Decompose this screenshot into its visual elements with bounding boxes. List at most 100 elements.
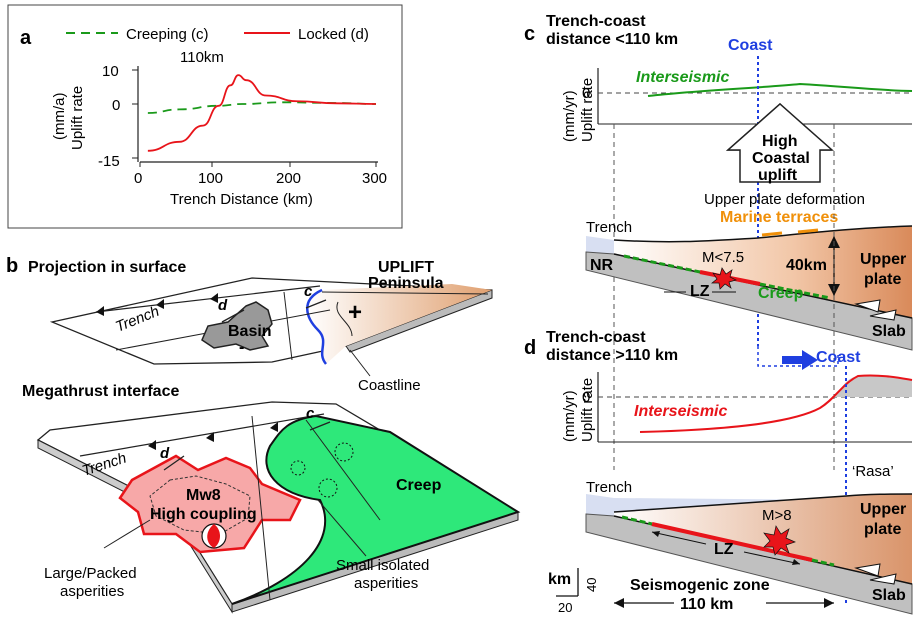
d-y-label-units: (mm/yr) [561,390,578,442]
d-positive-fill [834,375,912,397]
d-m8-label: M>8 [762,507,792,524]
coast-shift-connector [757,346,839,370]
c-creep-segment [759,282,831,300]
panel-d-letter: d [524,337,536,359]
coastline-curve [306,288,328,365]
a-y-label-units: (mm/a) [51,93,68,141]
a-y-tick-0: 0 [112,97,120,114]
c-arrow-uplift: uplift [758,167,798,184]
c-y-label: Uplift rate [579,78,596,142]
a-y-tick-neg15: -15 [98,153,120,170]
d-slab-label: Slab [872,587,906,604]
panel-b-letter: b [6,255,18,277]
c-upper-plate-label-1: Upper [860,251,906,268]
uplift-label: UPLIFT [378,259,434,276]
seismogenic-label: Seismogenic zone [630,577,770,594]
locked-series-line [147,74,377,152]
panel-d: d Trench-coast distance >110 km Coast (m… [524,329,913,615]
basin-minus: - [239,339,244,356]
c-40km-label: 40km [786,257,827,274]
small-asperity [318,478,338,498]
c-upd-label: Upper plate deformation [704,191,865,208]
basin-label: Basin [228,323,272,340]
c-marine-label: Marine terraces [720,209,838,226]
c-lz-label: LZ [690,283,710,300]
creep-label: Creep [396,477,442,494]
megathrust-title: Megathrust interface [22,383,179,400]
c-upper-plate [614,226,912,318]
c-arrow-coastal: Coastal [752,150,810,167]
uplift-plus: + [348,299,362,326]
projection-trench-line [95,285,321,313]
megathrust-d-label: d [160,445,170,462]
c-interseismic-curve [647,82,913,97]
c-zero: 0 [582,85,590,102]
d-slab [585,513,913,615]
scale-40-label: 40 [584,578,599,592]
d-zero: 0 [582,389,590,406]
a-x-label: Trench Distance (km) [170,191,313,208]
d-title-2: distance >110 km [546,347,678,364]
large-asperities-label-2: asperities [60,583,124,600]
legend-locked-label: Locked (d) [298,26,369,43]
projection-d-label: d [218,297,228,314]
small-asperity [334,442,354,462]
d-title-1: Trench-coast [546,329,646,346]
legend-creep-label: Creeping (c) [126,26,209,43]
peak-label: 110km [180,49,224,66]
d-locked-zone [651,522,813,562]
panel-b: b Projection in surface Basin - + UPLIFT… [6,255,521,614]
d-coast-label: Coast [816,349,861,366]
a-series-group [147,74,377,152]
c-earthquake-icon [711,267,737,290]
high-coupling-label: High coupling [150,506,257,523]
megathrust-trench-line [79,413,325,457]
projection-slab: Basin - + UPLIFT Peninsula Trench d c Co… [49,259,493,394]
c-interseismic-label: Interseismic [636,69,729,86]
mw8-label: Mw8 [186,487,221,504]
c-coast-label: Coast [728,37,773,54]
a-x-tick-300: 300 [362,170,387,187]
panel-c: c Trench-coast distance <110 km Coast (m… [524,13,913,470]
d-earthquake-icon [763,525,796,556]
megathrust-c-label: c [306,405,315,422]
d-lz-label: LZ [714,541,734,558]
c-nr-label: NR [590,257,614,274]
creeping-series-line [147,101,377,114]
coast-shift-arrow [782,350,818,370]
small-asperities-label-2: asperities [354,575,418,592]
d-upper-plate [614,494,912,584]
d-trench-label: Trench [586,479,632,496]
d-upper-plate-label-2: plate [864,521,901,538]
d-upper-plate-label-1: Upper [860,501,906,518]
a-x-tick-100: 100 [198,170,223,187]
d-rasa-label: ‘Rasa’ [852,463,894,480]
a-y-tick-10: 10 [102,63,119,80]
creep-zone [231,414,521,605]
d-interseismic-curve [639,374,913,433]
scale-km-label: km [548,571,571,588]
c-m75-label: M<7.5 [702,249,744,266]
megathrust-block: Creep Mw8 High coupling Trench d c Large… [36,401,521,614]
peninsula-label: Peninsula [368,275,444,292]
peninsula-fill [307,284,492,364]
basin-shape [201,301,273,351]
c-creep-label: Creep [758,285,804,302]
large-asperities-label: Large/Packed [44,565,137,582]
c-upper-plate-label-2: plate [864,271,901,288]
c-slab [585,251,913,351]
panel-a: a Creeping (c) Locked (d) 110km 10 0 -15… [7,4,403,229]
c-trench-label: Trench [586,219,632,236]
c-title-2: distance <110 km [546,31,678,48]
c-y-label-units: (mm/yr) [561,90,578,142]
a-x-tick-200: 200 [276,170,301,187]
d-interseismic-label: Interseismic [634,403,727,420]
c-title-1: Trench-coast [546,13,646,30]
panel-c-letter: c [524,23,535,45]
c-arrow-high: High [762,133,798,150]
coastline-label: Coastline [358,377,421,394]
a-x-tick-0: 0 [134,170,142,187]
panel-a-letter: a [20,27,32,49]
projection-c-label: c [304,283,313,300]
